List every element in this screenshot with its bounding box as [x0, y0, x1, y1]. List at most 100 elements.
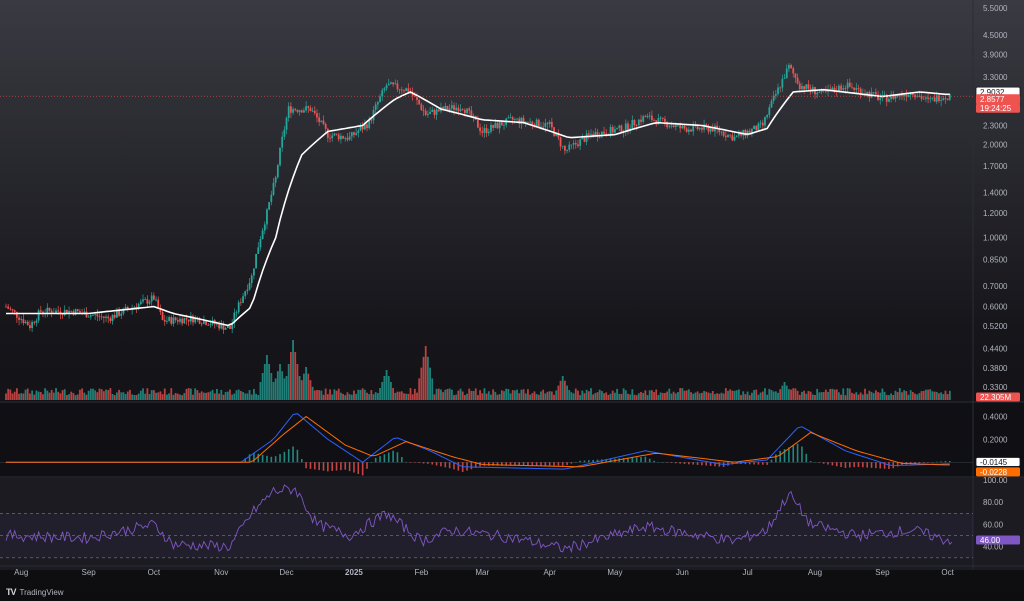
candle-body — [716, 125, 719, 129]
candle-body — [202, 320, 205, 324]
macd-histogram-bar — [709, 462, 712, 466]
volume-value-tag: 22.305M — [976, 392, 1020, 402]
macd-histogram-bar — [696, 462, 699, 465]
candle-body — [390, 82, 392, 84]
macd-histogram-bar — [748, 462, 751, 465]
macd-histogram-bar — [405, 461, 407, 463]
volume-bar — [318, 390, 321, 400]
volume-bar — [268, 364, 271, 400]
candle-body — [911, 92, 914, 95]
volume-bar — [909, 390, 912, 400]
volume-bar — [781, 385, 784, 400]
candle-body — [374, 104, 377, 111]
candle-body — [285, 117, 288, 130]
volume-bar — [600, 391, 603, 400]
candle-body — [940, 100, 943, 102]
candle-body — [50, 310, 53, 314]
macd-histogram-bar — [844, 462, 847, 468]
candle-body — [309, 107, 312, 112]
candle-body — [909, 92, 912, 96]
volume-bar — [581, 390, 584, 400]
volume-bar — [72, 393, 75, 400]
candle-body — [783, 78, 786, 80]
candle-body — [855, 88, 858, 90]
candle-body — [340, 136, 342, 140]
candle-body — [268, 202, 271, 210]
candle-body — [529, 121, 532, 123]
time-axis-tick: Nov — [214, 568, 228, 577]
volume-bar — [642, 393, 645, 400]
candle-body — [102, 316, 105, 318]
macd-histogram-bar — [644, 456, 647, 463]
candle-body — [516, 118, 518, 120]
volume-bar — [898, 388, 901, 400]
volume-bar — [437, 388, 440, 400]
candle-body — [172, 317, 175, 324]
volume-bar — [244, 393, 247, 400]
volume-bar — [735, 390, 738, 400]
candle-body — [398, 89, 401, 90]
candle-body — [661, 117, 664, 119]
candle-body — [581, 137, 584, 140]
volume-bar — [785, 385, 788, 400]
candle-body — [122, 308, 125, 314]
candle-body — [420, 104, 423, 110]
candle-body — [74, 309, 77, 315]
macd-histogram-bar — [840, 462, 842, 468]
candle-body — [753, 125, 756, 130]
candle-body — [107, 316, 110, 319]
candle-body — [216, 323, 218, 325]
macd-histogram-bar — [853, 462, 855, 468]
candle-body — [596, 132, 599, 137]
volume-bar — [918, 393, 921, 400]
macd-histogram-bar — [766, 462, 768, 465]
candle-body — [603, 131, 605, 134]
volume-bar — [294, 352, 297, 400]
volume-bar — [298, 376, 301, 400]
volume-bar — [701, 392, 703, 400]
volume-bar — [783, 382, 786, 400]
tradingview-branding[interactable]: TV TradingView — [6, 587, 64, 597]
candle-body — [448, 108, 451, 110]
candle-body — [553, 127, 555, 136]
volume-bar — [518, 393, 521, 400]
macd-histogram-bar — [344, 462, 347, 470]
volume-bar — [535, 394, 538, 400]
volume-bar — [455, 394, 458, 400]
candle-body — [879, 98, 882, 100]
price-axis-tick: 0.6000 — [983, 303, 1008, 312]
volume-bar — [320, 390, 323, 400]
macd-histogram-bar — [292, 446, 294, 463]
candle-body — [446, 105, 449, 110]
volume-bar — [411, 394, 414, 400]
candle-body — [29, 325, 31, 329]
candle-body — [866, 91, 869, 95]
price-axis-tick: 1.4000 — [983, 188, 1008, 197]
volume-bar — [335, 390, 338, 400]
candle-body — [522, 117, 525, 123]
volume-bar — [537, 394, 540, 400]
candle-body — [361, 126, 364, 130]
volume-bar — [561, 376, 564, 400]
candle-body — [163, 319, 166, 322]
candle-body — [766, 115, 769, 118]
volume-bar — [281, 371, 284, 400]
volume-bar — [420, 367, 423, 400]
candle-body — [70, 310, 73, 312]
volume-bar — [659, 392, 662, 400]
macd-histogram-bar — [857, 462, 860, 468]
tradingview-brand-label: TradingView — [19, 587, 64, 597]
candle-body — [9, 308, 12, 310]
volume-bar — [811, 394, 814, 400]
candle-body — [126, 307, 129, 310]
macd-histogram-bar — [505, 462, 507, 466]
macd-histogram-bar — [553, 462, 555, 466]
volume-bar — [690, 392, 692, 400]
volume-bar — [864, 388, 866, 400]
volume-bar — [564, 380, 566, 400]
volume-bar — [131, 394, 134, 400]
volume-bar — [901, 392, 903, 400]
volume-bar — [155, 392, 157, 400]
volume-bar — [303, 373, 305, 400]
